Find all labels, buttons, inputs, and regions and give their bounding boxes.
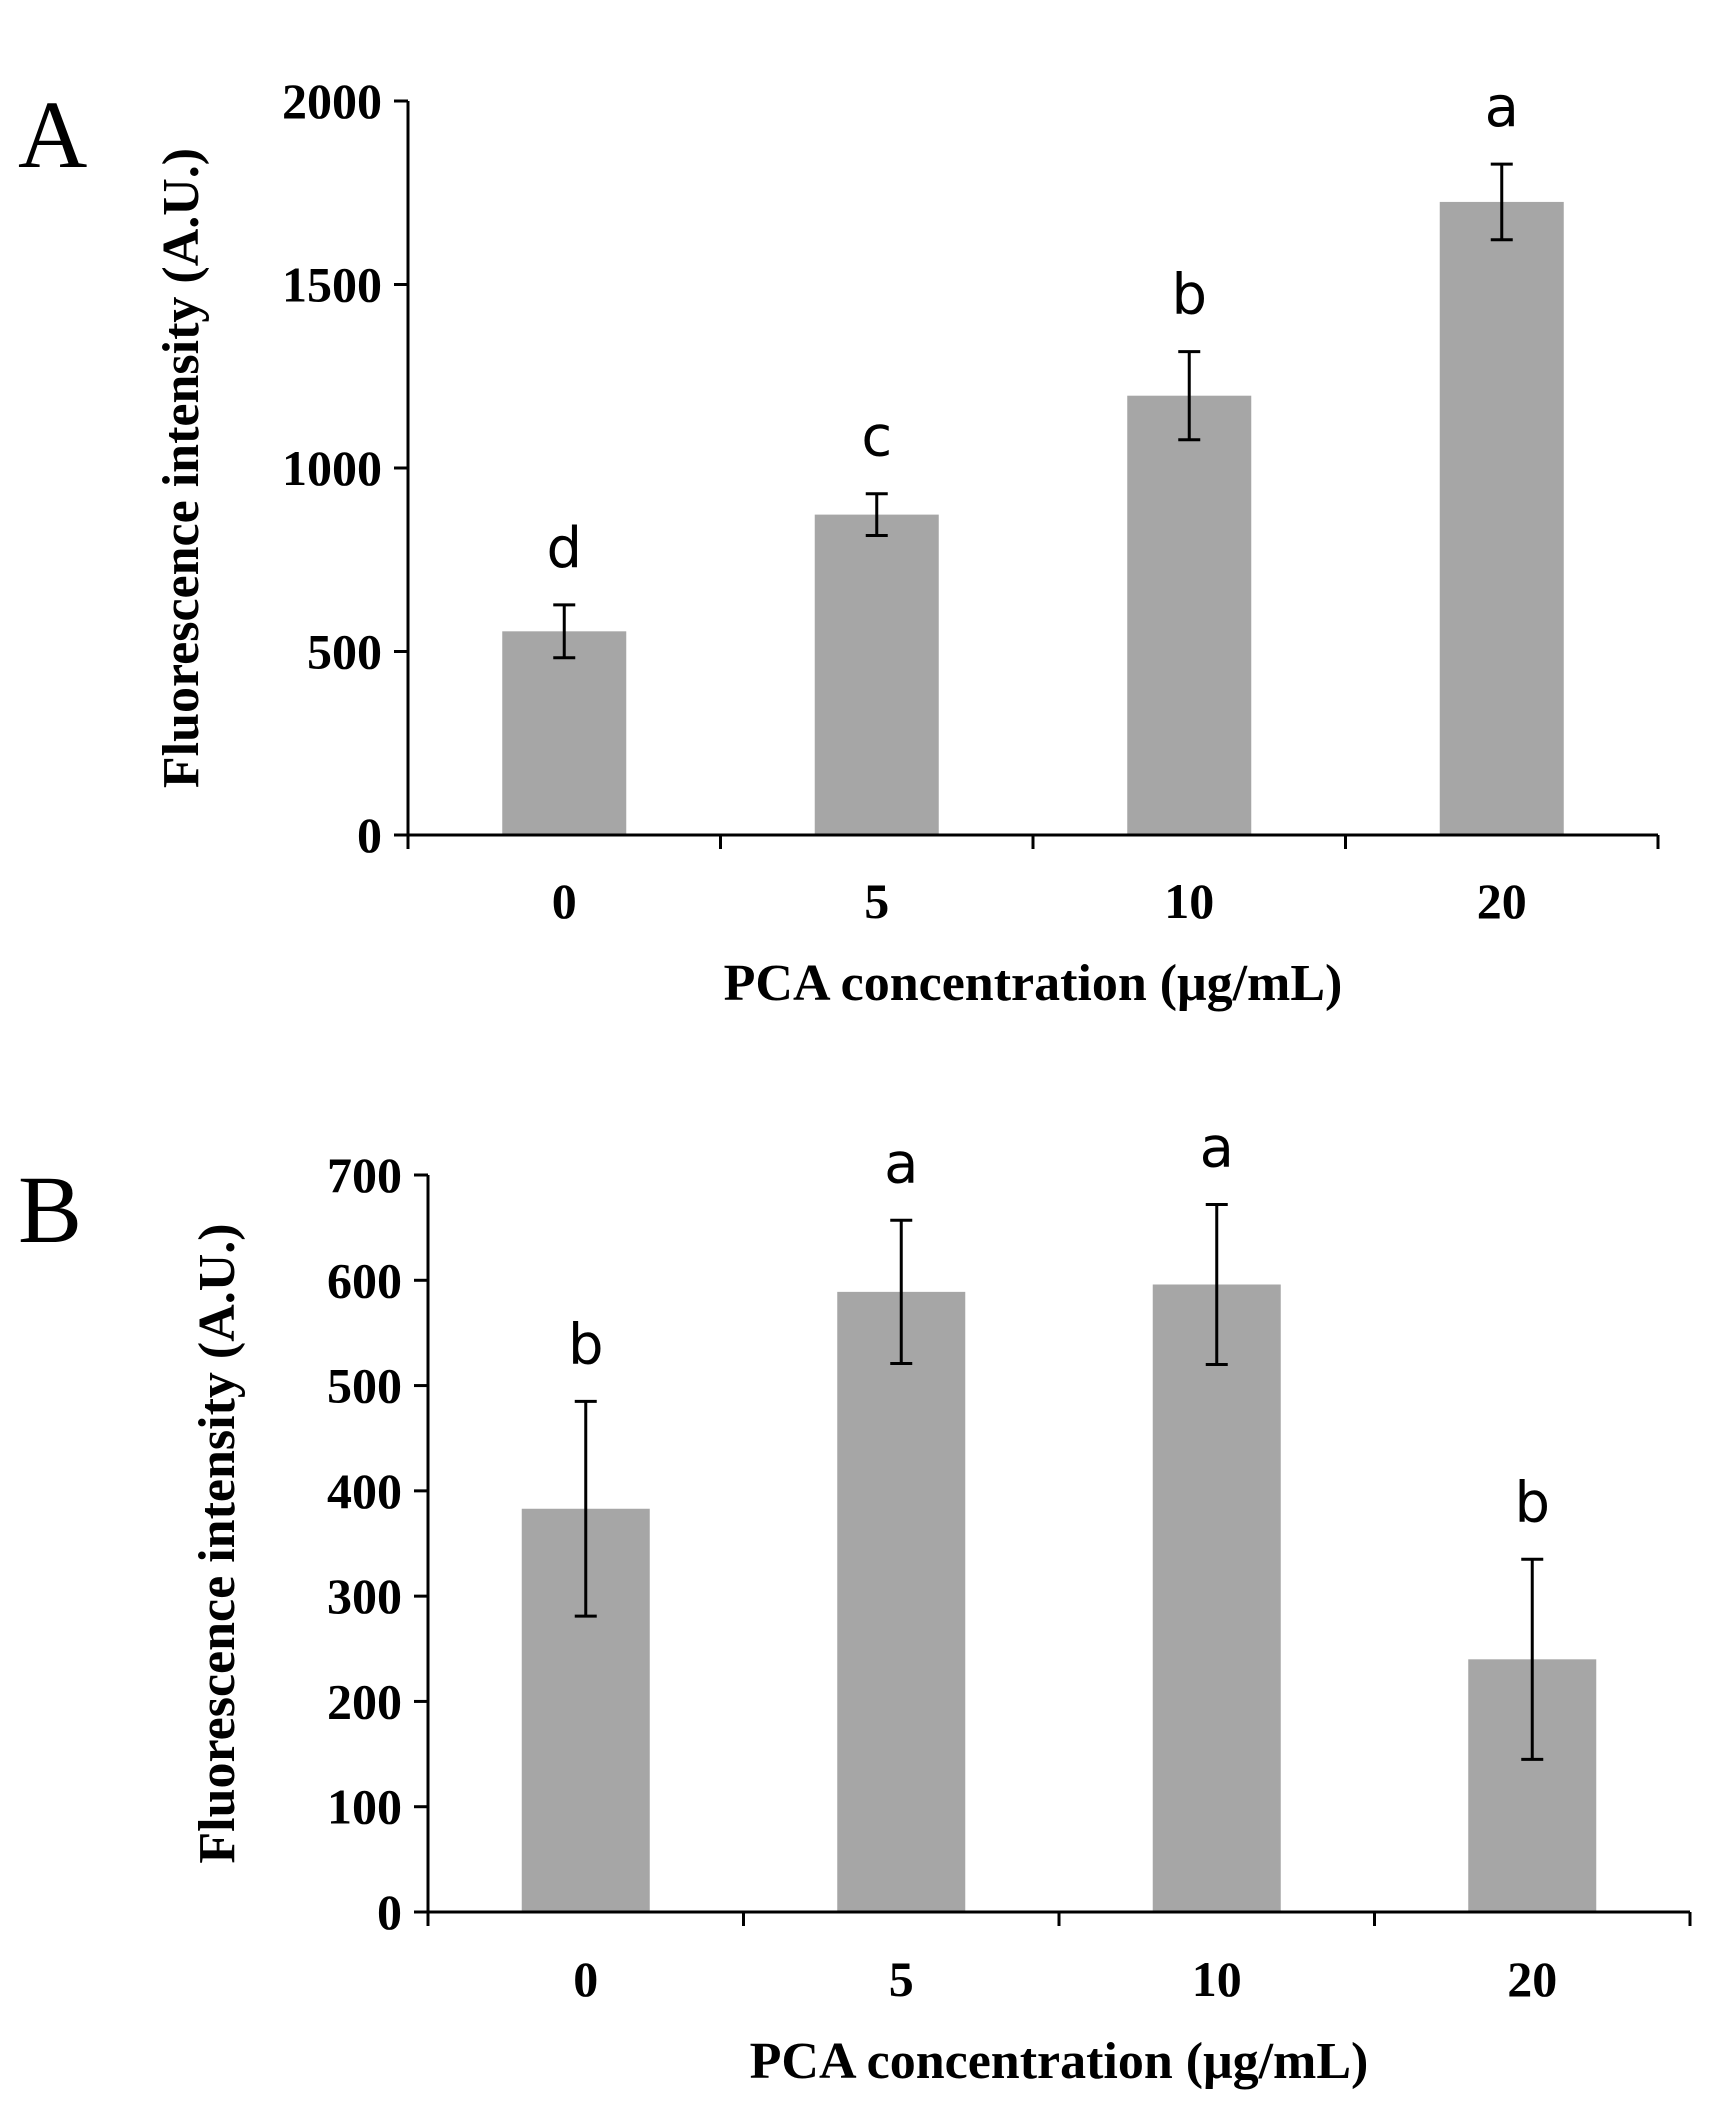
significance-label: a [1200,1115,1234,1180]
y-tick-label: 0 [377,1884,402,1940]
panel-label: A [18,81,87,188]
bar [1152,1284,1281,1912]
error-bar [865,492,888,538]
significance-label: a [1485,75,1519,140]
y-tick-label: 1000 [282,440,382,496]
x-axis-title: PCA concentration (μg/mL) [724,955,1343,1012]
y-tick-label: 0 [357,807,382,863]
significance-label: b [568,1312,604,1377]
significance-label: b [1514,1470,1550,1535]
bar [837,1291,966,1912]
x-axis-title: PCA concentration (μg/mL) [750,2033,1369,2090]
bar [1439,201,1564,836]
y-tick-label: 200 [327,1673,402,1729]
error-bar [574,1399,597,1618]
y-tick-label: 400 [327,1463,402,1519]
x-tick-label: 0 [573,1951,598,2007]
y-tick-label: 1500 [282,257,382,313]
significance-label: d [546,516,582,581]
y-tick-label: 100 [327,1779,402,1835]
y-axis-title: Fluorescence intensity (A.U.) [189,1223,246,1863]
y-tick-label: 500 [307,624,382,680]
x-tick-label: 10 [1192,1951,1242,2007]
panel-label: B [18,1156,82,1263]
y-tick-label: 600 [327,1252,402,1308]
bar [814,514,939,835]
significance-label: b [1171,263,1207,328]
error-bar [1178,350,1201,442]
x-tick-label: 10 [1164,873,1214,929]
bar [502,631,627,835]
y-tick-label: 2000 [282,73,382,129]
x-tick-label: 5 [864,873,889,929]
error-bar [1490,162,1513,242]
significance-label: c [861,405,892,470]
x-tick-label: 20 [1477,873,1527,929]
y-tick-label: 300 [327,1568,402,1624]
error-bar [553,603,576,660]
y-tick-label: 500 [327,1358,402,1414]
x-tick-label: 20 [1507,1951,1557,2007]
y-axis-title: Fluorescence intensity (A.U.) [153,148,210,788]
x-tick-label: 0 [552,873,577,929]
error-bar [1205,1202,1228,1367]
error-bar [890,1218,913,1365]
error-bar [1521,1557,1544,1761]
significance-label: a [884,1131,918,1196]
x-tick-label: 5 [889,1951,914,2007]
bar [1127,395,1252,835]
y-tick-label: 700 [327,1147,402,1203]
chart-panel-a: Ad 0 c 5 b 10 a 20 0 500 1000 1500 2000 PCA concentra… [18,73,1660,1012]
